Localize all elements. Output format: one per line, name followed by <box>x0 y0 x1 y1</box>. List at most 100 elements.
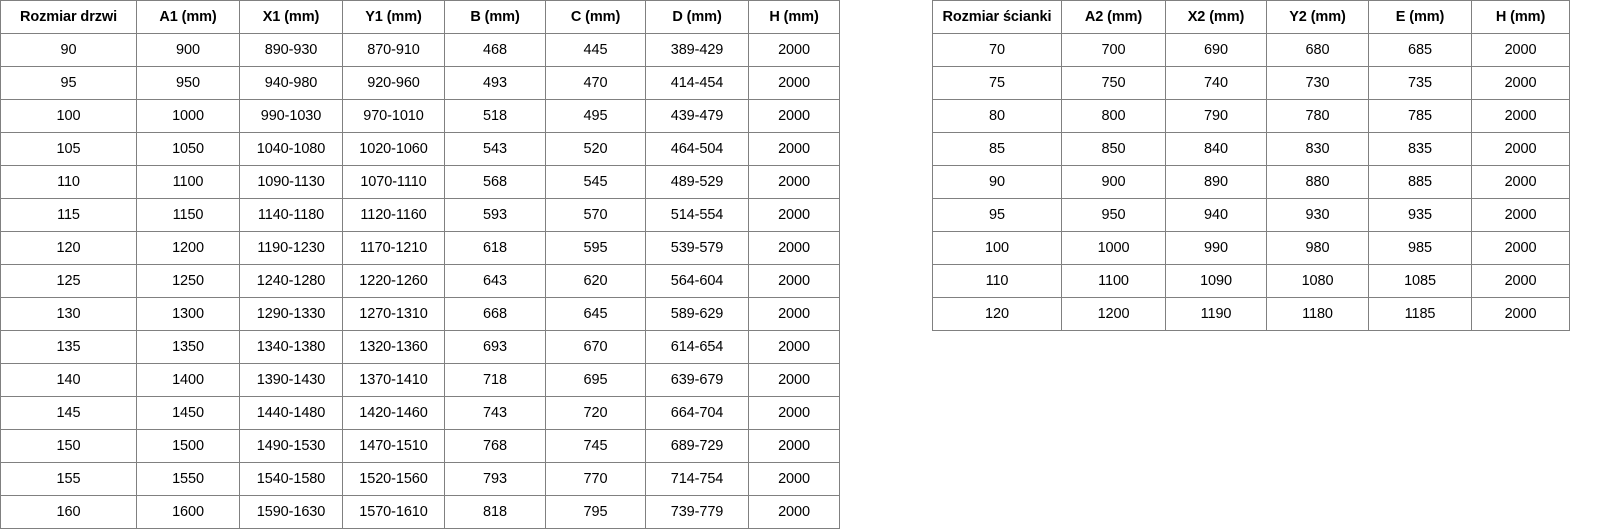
table-row: 120 1200 1190 1180 1185 2000 <box>932 297 1570 331</box>
table-row: 95 950 940 930 935 2000 <box>932 198 1570 232</box>
row-size-cell: 120 <box>0 231 137 265</box>
table-cell: 930 <box>1266 198 1369 232</box>
table-cell: 980 <box>1266 231 1369 265</box>
table-row: 160 1600 1590-1630 1570-1610 818 795 739-779 20… <box>0 495 840 529</box>
table-cell: 589-629 <box>645 297 749 331</box>
wall-panel-dimensions-table: Rozmiar ścianki A2 (mm) X2 (mm) Y2 (mm) E (m… <box>932 0 1570 331</box>
table-cell: 2000 <box>748 66 840 100</box>
table-cell: 2000 <box>1471 297 1570 331</box>
table-cell: 900 <box>136 33 240 67</box>
table-row: 85 850 840 830 835 2000 <box>932 132 1570 166</box>
table-cell: 714-754 <box>645 462 749 496</box>
table-cell: 690 <box>1165 33 1267 67</box>
table-cell: 1290-1330 <box>239 297 343 331</box>
table-cell: 2000 <box>748 132 840 166</box>
table-cell: 1090-1130 <box>239 165 343 199</box>
table-cell: 793 <box>444 462 546 496</box>
row-size-cell: 145 <box>0 396 137 430</box>
table-cell: 1000 <box>136 99 240 133</box>
table-cell: 870-910 <box>342 33 445 67</box>
table-cell: 664-704 <box>645 396 749 430</box>
table-cell: 618 <box>444 231 546 265</box>
row-size-cell: 155 <box>0 462 137 496</box>
table-cell: 2000 <box>748 297 840 331</box>
table-cell: 1320-1360 <box>342 330 445 364</box>
row-size-cell: 80 <box>932 99 1062 133</box>
table-cell: 668 <box>444 297 546 331</box>
table-cell: 885 <box>1368 165 1472 199</box>
table-cell: 2000 <box>748 33 840 67</box>
table-cell: 1090 <box>1165 264 1267 298</box>
column-header-4: E (mm) <box>1368 0 1472 34</box>
table-cell: 2000 <box>748 462 840 496</box>
table-cell: 539-579 <box>645 231 749 265</box>
table-row: 115 1150 1140-1180 1120-1160 593 570 514-554 20… <box>0 198 840 232</box>
table-cell: 1450 <box>136 396 240 430</box>
row-size-cell: 95 <box>0 66 137 100</box>
table-row: 95 950 940-980 920-960 493 470 414-454 2000 <box>0 66 840 100</box>
table-row: 110 1100 1090 1080 1085 2000 <box>932 264 1570 298</box>
row-size-cell: 130 <box>0 297 137 331</box>
row-size-cell: 100 <box>0 99 137 133</box>
table-cell: 1100 <box>1061 264 1166 298</box>
column-header-1: A2 (mm) <box>1061 0 1166 34</box>
table-cell: 564-604 <box>645 264 749 298</box>
table-cell: 985 <box>1368 231 1472 265</box>
table-cell: 2000 <box>1471 198 1570 232</box>
row-size-cell: 110 <box>0 165 137 199</box>
table-row: 150 1500 1490-1530 1470-1510 768 745 689-729 20… <box>0 429 840 463</box>
table-cell: 990 <box>1165 231 1267 265</box>
table-cell: 768 <box>444 429 546 463</box>
table-cell: 730 <box>1266 66 1369 100</box>
table-cell: 1250 <box>136 264 240 298</box>
table-cell: 1420-1460 <box>342 396 445 430</box>
table-cell: 2000 <box>748 99 840 133</box>
table-cell: 1350 <box>136 330 240 364</box>
row-size-cell: 90 <box>932 165 1062 199</box>
table-cell: 1070-1110 <box>342 165 445 199</box>
table-cell: 880 <box>1266 165 1369 199</box>
table-cell: 740 <box>1165 66 1267 100</box>
column-header-4: B (mm) <box>444 0 546 34</box>
table-cell: 745 <box>545 429 646 463</box>
row-size-cell: 150 <box>0 429 137 463</box>
table-cell: 414-454 <box>645 66 749 100</box>
door-table-body: 90 900 890-930 870-910 468 445 389-429 2000 95 95… <box>0 33 840 529</box>
table-cell: 1340-1380 <box>239 330 343 364</box>
table-cell: 2000 <box>1471 231 1570 265</box>
table-cell: 439-479 <box>645 99 749 133</box>
table-cell: 1520-1560 <box>342 462 445 496</box>
table-cell: 830 <box>1266 132 1369 166</box>
table-cell: 1600 <box>136 495 240 529</box>
table-cell: 670 <box>545 330 646 364</box>
table-cell: 2000 <box>748 330 840 364</box>
table-cell: 689-729 <box>645 429 749 463</box>
table-cell: 890-930 <box>239 33 343 67</box>
table-cell: 2000 <box>748 495 840 529</box>
table-cell: 514-554 <box>645 198 749 232</box>
table-cell: 685 <box>1368 33 1472 67</box>
table-cell: 1020-1060 <box>342 132 445 166</box>
table-row: 130 1300 1290-1330 1270-1310 668 645 589-629 20… <box>0 297 840 331</box>
table-cell: 970-1010 <box>342 99 445 133</box>
table-cell: 950 <box>1061 198 1166 232</box>
table-cell: 470 <box>545 66 646 100</box>
table-header-row: Rozmiar ścianki A2 (mm) X2 (mm) Y2 (mm) E (m… <box>932 0 1570 34</box>
table-cell: 2000 <box>1471 99 1570 133</box>
table-cell: 840 <box>1165 132 1267 166</box>
table-cell: 518 <box>444 99 546 133</box>
table-cell: 718 <box>444 363 546 397</box>
table-cell: 890 <box>1165 165 1267 199</box>
row-size-cell: 75 <box>932 66 1062 100</box>
table-cell: 1490-1530 <box>239 429 343 463</box>
table-cell: 2000 <box>1471 132 1570 166</box>
table-header-row: Rozmiar drzwi A1 (mm) X1 (mm) Y1 (mm) B (mm)… <box>0 0 840 34</box>
table-cell: 1200 <box>136 231 240 265</box>
table-cell: 493 <box>444 66 546 100</box>
table-cell: 2000 <box>1471 264 1570 298</box>
table-cell: 1190 <box>1165 297 1267 331</box>
table-cell: 835 <box>1368 132 1472 166</box>
table-cell: 1040-1080 <box>239 132 343 166</box>
table-row: 90 900 890-930 870-910 468 445 389-429 2000 <box>0 33 840 67</box>
table-cell: 1300 <box>136 297 240 331</box>
